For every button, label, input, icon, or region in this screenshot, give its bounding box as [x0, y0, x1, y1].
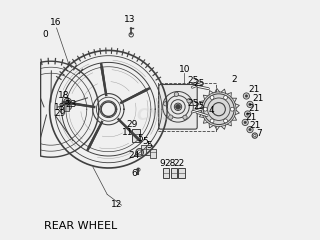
Bar	[171, 168, 177, 178]
Circle shape	[242, 119, 248, 126]
FancyBboxPatch shape	[159, 84, 197, 129]
Text: 9: 9	[159, 159, 165, 168]
Circle shape	[164, 102, 168, 106]
Circle shape	[64, 98, 71, 106]
Text: 6: 6	[131, 169, 137, 178]
Circle shape	[244, 111, 251, 117]
Circle shape	[183, 115, 187, 120]
Circle shape	[210, 119, 214, 123]
Text: 21: 21	[249, 121, 260, 131]
Circle shape	[65, 104, 71, 110]
Text: 29: 29	[54, 109, 65, 118]
Circle shape	[210, 96, 214, 99]
Text: 2: 2	[231, 75, 237, 84]
Text: REAR WHEEL: REAR WHEEL	[44, 221, 117, 231]
Text: 28: 28	[164, 159, 176, 168]
Circle shape	[224, 96, 228, 99]
Text: 23: 23	[65, 100, 76, 109]
Text: 5: 5	[142, 137, 148, 146]
Text: 25: 25	[188, 76, 199, 85]
Circle shape	[244, 121, 246, 124]
Text: 22: 22	[173, 159, 184, 168]
Text: 21: 21	[252, 94, 264, 103]
Bar	[63, 104, 69, 111]
Circle shape	[249, 103, 251, 106]
Text: 11: 11	[122, 128, 133, 137]
Text: 13: 13	[124, 15, 136, 24]
Circle shape	[224, 119, 228, 123]
Bar	[163, 168, 169, 178]
Bar	[132, 129, 140, 142]
Circle shape	[174, 92, 179, 96]
Text: 25: 25	[193, 79, 204, 88]
Bar	[141, 145, 148, 155]
Text: 21: 21	[245, 113, 256, 122]
Circle shape	[204, 107, 207, 111]
Circle shape	[249, 128, 251, 131]
Text: 25: 25	[193, 102, 204, 111]
Text: 29: 29	[127, 120, 138, 129]
Circle shape	[247, 101, 253, 108]
Text: 12: 12	[111, 200, 122, 209]
Text: 21: 21	[249, 85, 260, 95]
Text: 10: 10	[179, 65, 190, 74]
Bar	[158, 83, 216, 131]
Circle shape	[243, 93, 250, 99]
Text: 5: 5	[138, 134, 143, 143]
Text: 18: 18	[58, 91, 69, 101]
Circle shape	[230, 107, 234, 111]
Bar	[178, 168, 185, 178]
Text: 21: 21	[248, 104, 260, 113]
Circle shape	[67, 105, 70, 108]
Circle shape	[245, 95, 248, 97]
Circle shape	[66, 100, 69, 104]
Bar	[146, 145, 152, 155]
Text: 24: 24	[128, 151, 139, 160]
Text: 0: 0	[43, 30, 48, 39]
Text: 7: 7	[256, 129, 262, 138]
Text: 16: 16	[50, 18, 61, 27]
Text: 25: 25	[188, 99, 199, 108]
Circle shape	[247, 126, 253, 133]
Text: 18: 18	[54, 103, 65, 113]
Circle shape	[169, 115, 173, 119]
Circle shape	[176, 104, 180, 109]
Circle shape	[246, 113, 249, 115]
Text: 3: 3	[64, 97, 69, 106]
Bar	[150, 149, 156, 158]
Text: 4: 4	[208, 106, 214, 115]
Circle shape	[187, 99, 191, 103]
Circle shape	[202, 92, 236, 126]
Text: 5: 5	[146, 141, 152, 150]
Text: CMS: CMS	[137, 108, 174, 123]
